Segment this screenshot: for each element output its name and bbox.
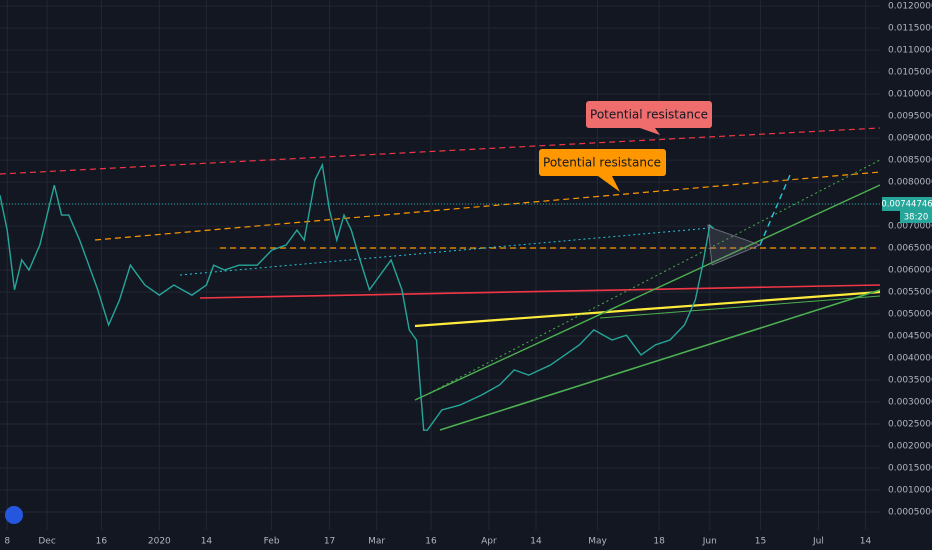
- trendline: [0, 127, 881, 175]
- x-tick-label: Dec: [38, 537, 55, 547]
- x-tick-label: 15: [755, 537, 766, 547]
- y-tick-label: 0.00500000: [888, 310, 932, 320]
- trendline: [94, 171, 881, 241]
- y-tick-label: 0.00800000: [888, 178, 932, 188]
- last-price-box: [882, 197, 932, 211]
- x-tick-label: 16: [96, 537, 108, 547]
- x-tick-label: 8: [4, 537, 10, 547]
- y-tick-label: 0.00950000: [888, 112, 932, 122]
- plot-area: [0, 162, 714, 431]
- callout-pointer: [598, 176, 620, 192]
- y-tick-label: 0.00150000: [888, 463, 932, 473]
- y-tick-label: 0.01050000: [888, 68, 932, 78]
- trendline: [759, 174, 791, 246]
- trendline: [439, 289, 881, 431]
- logo[interactable]: [5, 506, 23, 524]
- x-tick-label: 17: [324, 537, 335, 547]
- annotation: Potential resistance: [539, 149, 666, 192]
- annotation: Potential resistance: [586, 101, 712, 135]
- y-tick-label: 0.00400000: [888, 354, 932, 364]
- trendline: [414, 184, 881, 401]
- countdown-label: 38:20: [904, 213, 929, 223]
- x-tick-label: 14: [860, 537, 872, 547]
- annotation-text: Potential resistance: [590, 108, 708, 122]
- last-price-label: 0.00744746: [881, 200, 932, 210]
- trendline: [199, 284, 881, 299]
- x-tick-label: 18: [653, 537, 665, 547]
- annotation-text: Potential resistance: [543, 156, 661, 170]
- y-tick-label: 0.00200000: [888, 441, 932, 451]
- callout-box: [539, 149, 666, 176]
- x-tick-label: Jul: [812, 537, 824, 547]
- y-tick-label: 0.00250000: [888, 420, 932, 430]
- x-tick-label: 14: [201, 537, 213, 547]
- trendlines: [0, 127, 881, 431]
- price-axis: [882, 0, 932, 550]
- callout-pointer: [640, 128, 660, 135]
- y-tick-label: 0.01150000: [888, 24, 932, 34]
- axes: 0.00050000 0.00100000 0.00150000 0.00200000…: [4, 2, 932, 547]
- triangle: [707, 224, 762, 266]
- y-tick-label: 0.01200000: [888, 2, 932, 12]
- y-tick-label: 0.00600000: [888, 266, 932, 276]
- x-tick-label: Jun: [702, 537, 717, 547]
- y-tick-label: 0.00650000: [888, 244, 932, 254]
- x-tick-label: May: [588, 537, 607, 547]
- x-tick-label: Apr: [481, 537, 497, 547]
- x-tick-label: Mar: [368, 537, 385, 547]
- y-tick-label: 0.00050000: [888, 507, 932, 517]
- x-tick-label: 2020: [148, 537, 171, 547]
- trendline: [599, 295, 881, 319]
- x-tick-label: 14: [530, 537, 542, 547]
- x-tick-label: Feb: [264, 537, 280, 547]
- callout-box: [586, 101, 712, 128]
- y-tick-label: 0.00900000: [888, 134, 932, 144]
- y-tick-label: 0.00350000: [888, 376, 932, 386]
- trendline: [419, 159, 881, 399]
- countdown-box: [900, 211, 932, 223]
- grid: [0, 0, 880, 530]
- y-tick-label: 0.01100000: [888, 46, 932, 56]
- price-line-series: [0, 162, 714, 431]
- y-tick-label: 0.00100000: [888, 485, 932, 495]
- trendline: [414, 290, 881, 328]
- y-tick-label: 0.00700000: [888, 222, 932, 232]
- x-tick-label: 16: [425, 537, 437, 547]
- y-tick-label: 0.00850000: [888, 156, 932, 166]
- trendline: [179, 227, 711, 276]
- y-tick-label: 0.00300000: [888, 398, 932, 408]
- y-tick-label: 0.01000000: [888, 90, 932, 100]
- y-tick-label: 0.00450000: [888, 332, 932, 342]
- y-tick-label: 0.00550000: [888, 288, 932, 298]
